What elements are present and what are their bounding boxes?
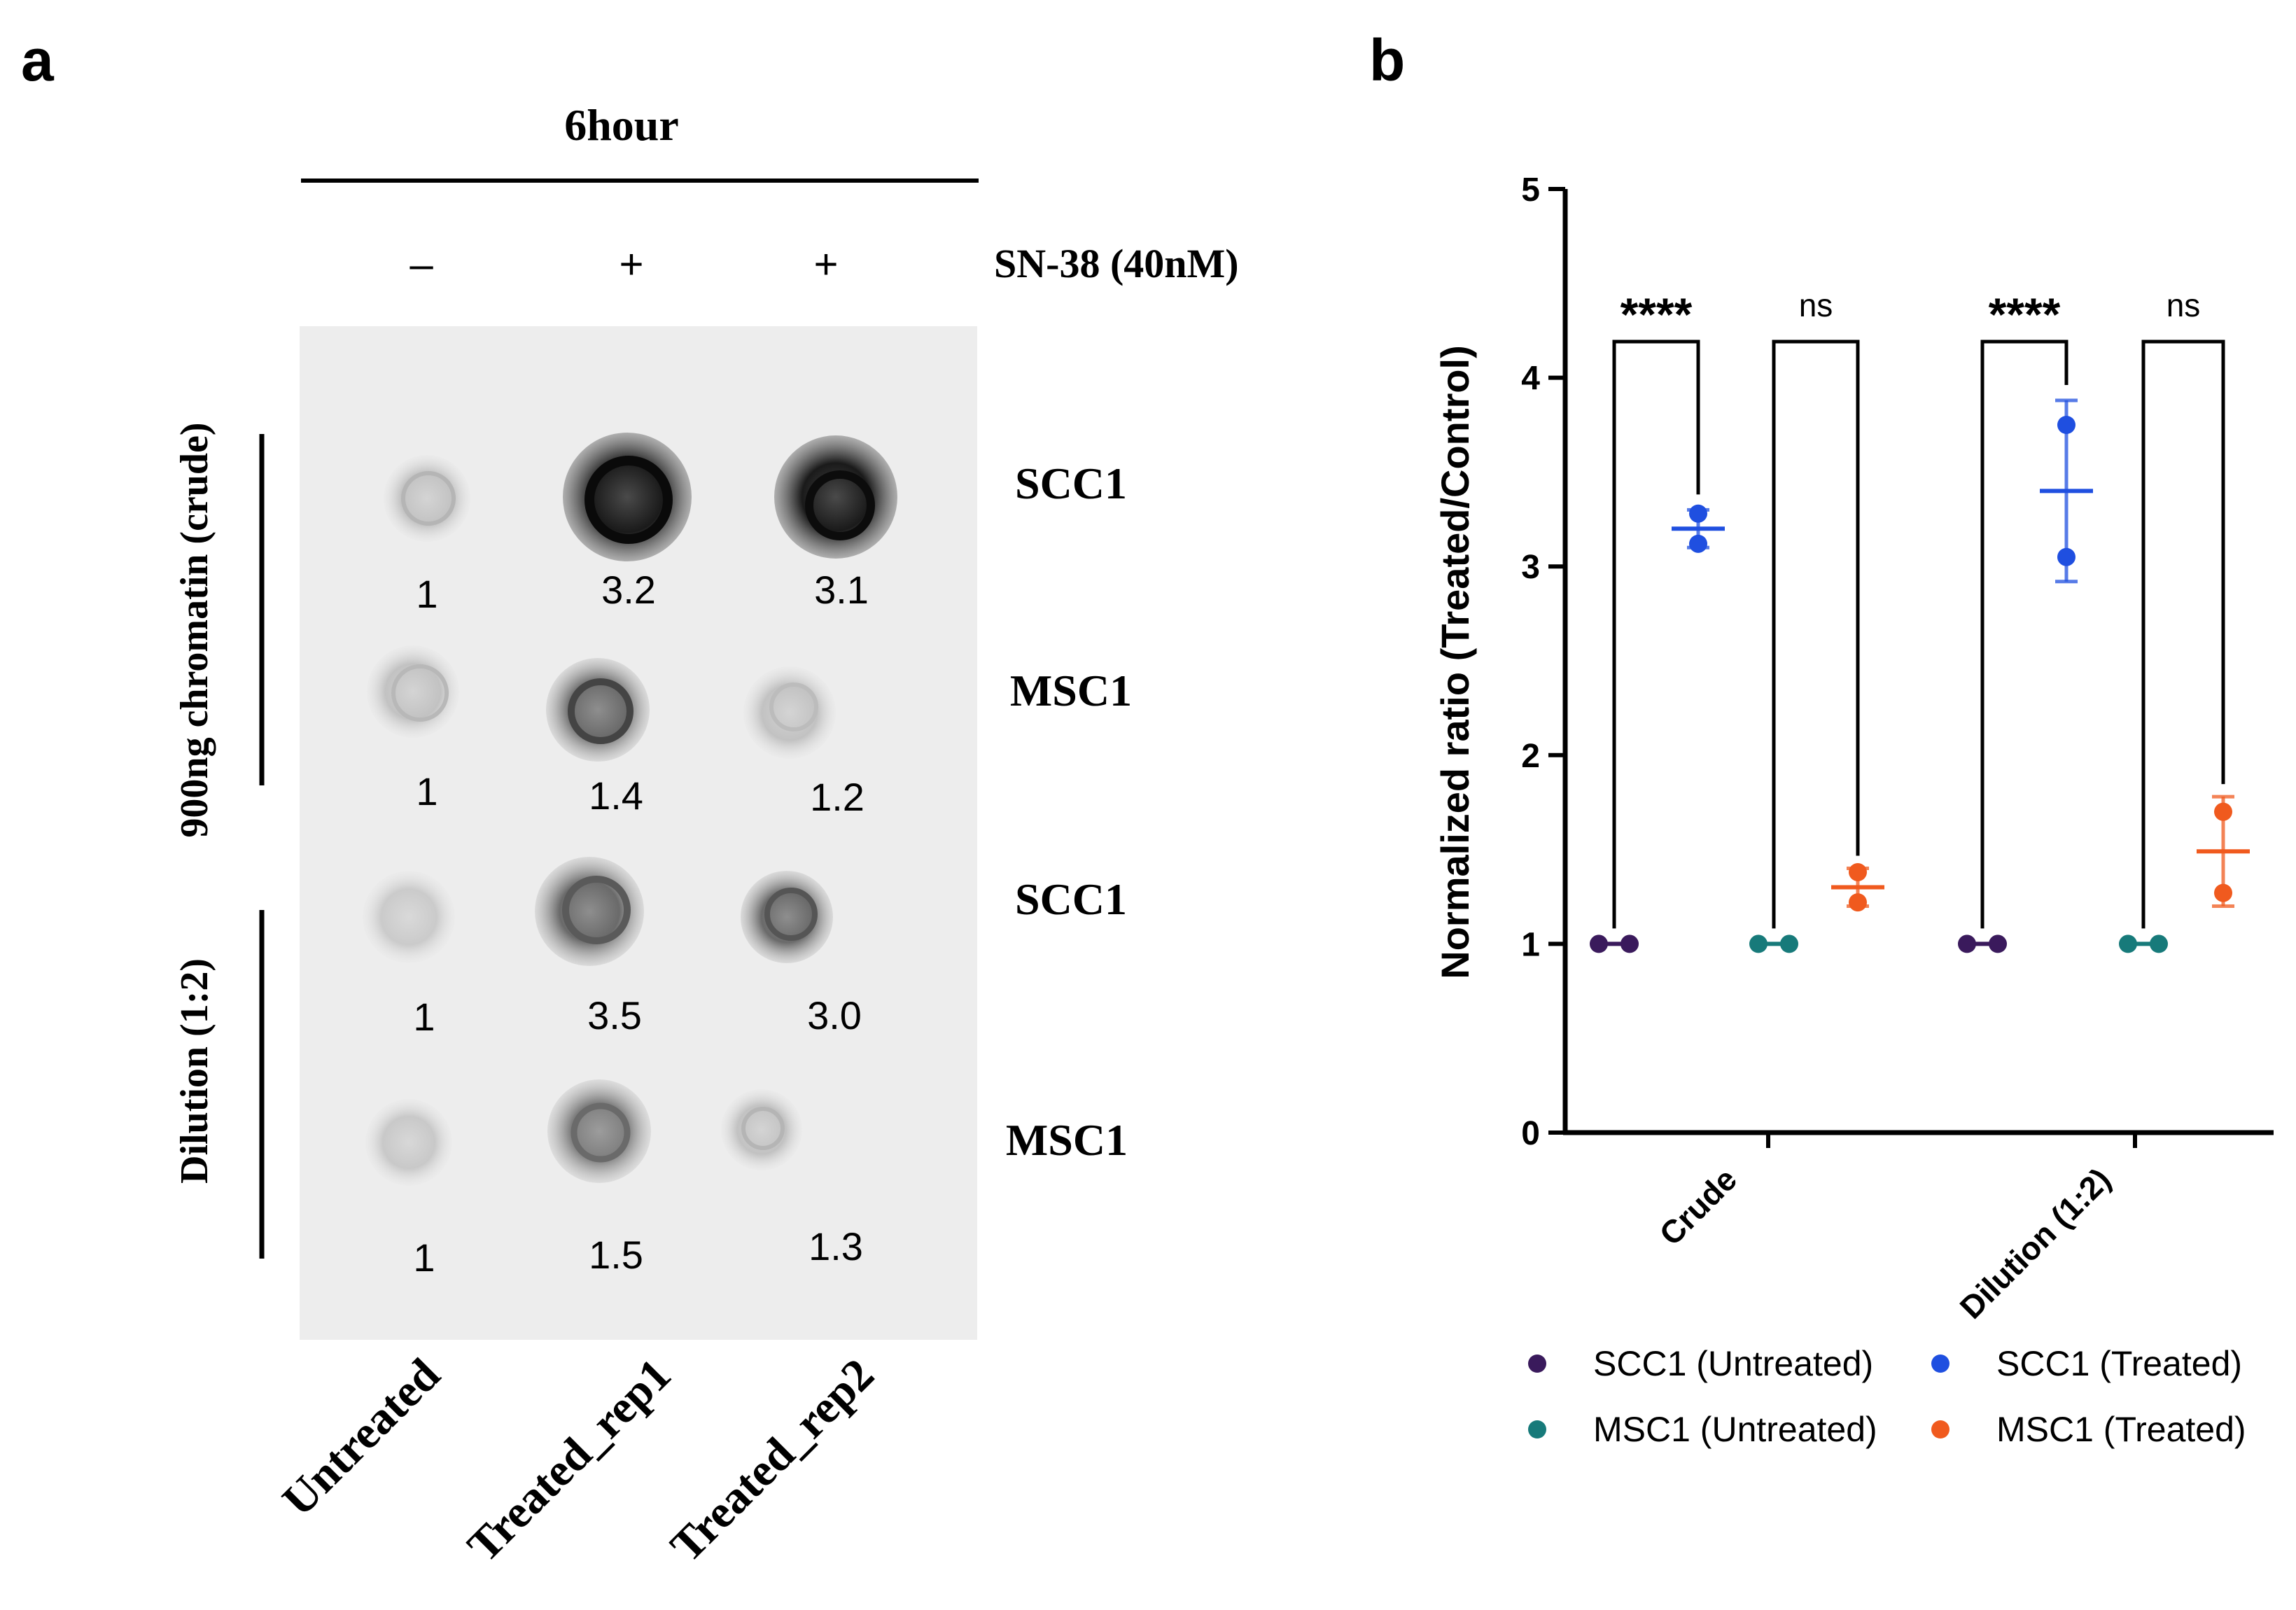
time-label: 6hour — [564, 100, 679, 150]
column-label-2: Treated_rep1 — [458, 1349, 681, 1572]
significance-label: **** — [1620, 288, 1693, 340]
y-tick-label: 2 — [1521, 738, 1540, 775]
row-labels: SCC1 MSC1 SCC1 MSC1 — [1006, 458, 1132, 1165]
scc1-untreated-point — [1620, 934, 1639, 953]
column-labels: Untreated Treated_rep1 Treated_rep2 — [273, 1349, 884, 1572]
quant-r4-c1: 1 — [413, 1236, 435, 1280]
quant-r1-c1: 1 — [416, 572, 438, 616]
column-label-3: Treated_rep2 — [661, 1349, 884, 1572]
quant-values: 1 3.2 3.1 1 1.4 1.2 1 3.5 3.0 1 1.5 1.3 — [413, 568, 869, 1280]
panel-b-label: b — [1369, 27, 1405, 93]
quant-r3-c3: 3.0 — [807, 993, 862, 1037]
scc1-treated-point — [1689, 504, 1707, 523]
msc1-treated-point — [2214, 802, 2232, 821]
treatment-label: SN-38 (40nM) — [994, 241, 1239, 286]
significance-bracket — [1772, 340, 1860, 929]
legend-label: SCC1 (Treated) — [1996, 1344, 2242, 1383]
chart-area: 0 1 2 3 4 5 Normalized ratio (Treated/Control)… — [1433, 172, 2274, 1449]
legend-label: MSC1 (Treated) — [1996, 1410, 2246, 1449]
legend-label: MSC1 (Untreated) — [1593, 1410, 1877, 1449]
quant-r1-c2: 3.2 — [601, 568, 656, 612]
row-label-1: SCC1 — [1015, 458, 1127, 508]
quant-r4-c2: 1.5 — [589, 1233, 643, 1277]
scc1-treated-point — [1689, 534, 1707, 553]
scc1-untreated-point — [1958, 934, 1976, 953]
significance-bracket — [1980, 340, 2068, 929]
panel-a-label: a — [21, 27, 55, 93]
legend-marker — [1931, 1420, 1949, 1438]
msc1-treated-point — [1849, 862, 1867, 881]
msc1-untreated-point — [2150, 934, 2168, 953]
column-label-1: Untreated — [273, 1349, 450, 1526]
y-tick-label: 5 — [1521, 172, 1540, 209]
treatment-sign-2: + — [619, 241, 643, 288]
legend-marker — [1528, 1420, 1546, 1438]
x-tick-label: Crude — [1652, 1161, 1744, 1252]
quant-r2-c3: 1.2 — [810, 775, 864, 819]
treatment-sign-1: – — [410, 241, 433, 288]
treatment-sign-3: + — [813, 241, 838, 288]
y-tick-label: 4 — [1521, 360, 1540, 398]
scc1-untreated-point — [1989, 934, 2007, 953]
legend-marker — [1528, 1354, 1546, 1373]
row-label-2: MSC1 — [1010, 666, 1132, 715]
scc1-treated-point — [2057, 416, 2076, 434]
y-tick-label: 3 — [1521, 549, 1540, 586]
quant-r2-c1: 1 — [416, 769, 438, 813]
quant-r4-c3: 1.3 — [808, 1224, 863, 1268]
dot-row-4 — [365, 1079, 802, 1186]
msc1-treated-point — [1849, 893, 1867, 912]
row-label-4: MSC1 — [1006, 1115, 1128, 1165]
scc1-untreated-point — [1590, 934, 1608, 953]
y-axis-label: Normalized ratio (Treated/Control) — [1433, 345, 1477, 979]
msc1-untreated-point — [2119, 934, 2137, 953]
dot-row-3 — [363, 857, 833, 966]
significance-label: ns — [1799, 287, 1833, 323]
legend-marker — [1931, 1354, 1949, 1373]
quant-r3-c2: 3.5 — [587, 993, 642, 1037]
dot-row-1 — [384, 433, 897, 561]
group-label-dilution: Dilution (1:2) — [173, 958, 216, 1184]
msc1-untreated-point — [1780, 934, 1798, 953]
legend-label: SCC1 (Untreated) — [1593, 1344, 1873, 1383]
group-label-crude: 900ng chromatin (crude) — [173, 422, 216, 837]
msc1-untreated-point — [1749, 934, 1768, 953]
quant-r3-c1: 1 — [413, 995, 435, 1039]
msc1-treated-point — [2214, 883, 2232, 902]
significance-label: **** — [1989, 288, 2061, 340]
dot-row-2 — [367, 645, 836, 762]
quant-r1-c3: 3.1 — [814, 568, 869, 612]
y-tick-label: 0 — [1521, 1115, 1540, 1152]
significance-label: ns — [2166, 287, 2201, 323]
row-label-3: SCC1 — [1015, 874, 1127, 924]
quant-r2-c2: 1.4 — [589, 774, 643, 818]
y-tick-label: 1 — [1521, 926, 1540, 963]
significance-bracket — [2141, 340, 2225, 929]
significance-bracket — [1612, 340, 1700, 929]
scc1-treated-point — [2057, 547, 2076, 566]
x-tick-label: Dilution (1:2) — [1953, 1161, 2118, 1326]
